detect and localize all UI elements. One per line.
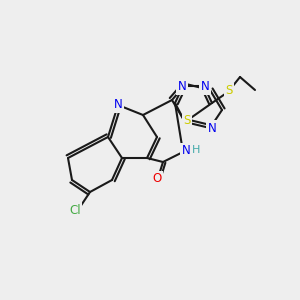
Text: S: S [183, 115, 191, 128]
Text: N: N [114, 98, 122, 112]
Text: N: N [182, 145, 190, 158]
Text: S: S [225, 85, 233, 98]
Text: O: O [152, 172, 162, 185]
Text: H: H [192, 145, 200, 155]
Text: Cl: Cl [69, 203, 81, 217]
Text: N: N [208, 122, 216, 134]
Text: N: N [178, 80, 186, 94]
Text: N: N [201, 80, 209, 94]
